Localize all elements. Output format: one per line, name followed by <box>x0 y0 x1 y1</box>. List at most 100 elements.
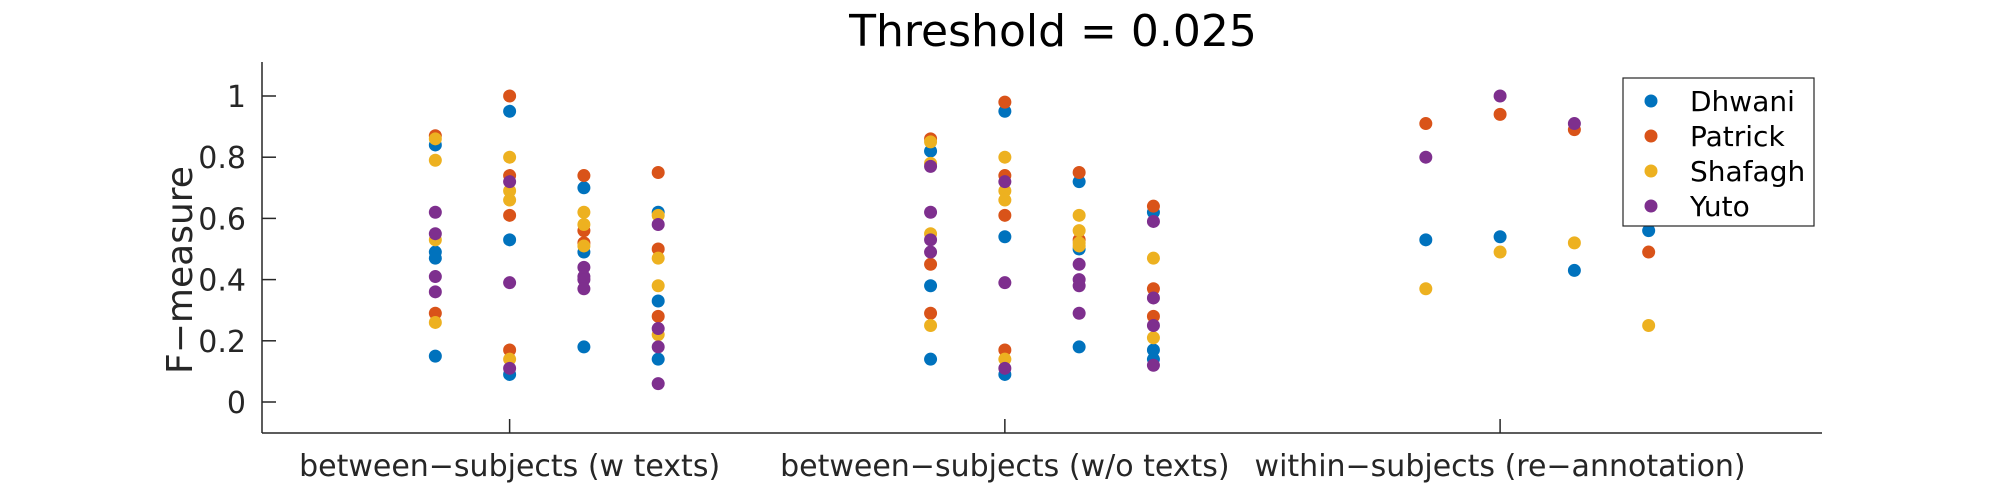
data-point <box>651 377 665 391</box>
data-point <box>1419 117 1433 131</box>
data-point <box>1419 282 1433 296</box>
data-point <box>428 251 442 265</box>
data-points <box>428 89 1656 391</box>
data-point <box>1419 150 1433 164</box>
data-point <box>924 233 938 247</box>
data-point <box>1146 343 1160 357</box>
data-point <box>651 218 665 232</box>
data-point <box>428 205 442 219</box>
data-point <box>503 150 517 164</box>
data-point <box>1146 199 1160 213</box>
data-point <box>1642 319 1656 332</box>
y-tick-label: 0.8 <box>198 141 246 176</box>
data-point <box>651 294 665 308</box>
data-point <box>577 205 591 219</box>
series-dhwani <box>428 104 1656 381</box>
data-point <box>998 343 1012 357</box>
data-point <box>1072 257 1086 271</box>
data-point <box>1072 340 1086 354</box>
x-tick-label: between−subjects (w texts) <box>299 449 720 484</box>
data-point <box>651 322 665 336</box>
y-tick-label: 1 <box>227 80 246 115</box>
data-point <box>1493 245 1507 259</box>
data-point <box>1642 245 1656 259</box>
data-point <box>577 218 591 232</box>
data-point <box>924 279 938 293</box>
data-point <box>998 150 1012 164</box>
axes <box>261 62 1822 434</box>
data-point <box>1072 208 1086 222</box>
data-point <box>924 257 938 271</box>
data-point <box>1567 117 1581 131</box>
data-point <box>503 175 517 189</box>
data-point <box>1146 214 1160 228</box>
data-point <box>428 315 442 329</box>
data-point <box>924 352 938 366</box>
data-point <box>998 208 1012 222</box>
data-point <box>998 175 1012 189</box>
data-point <box>924 319 938 332</box>
data-point <box>577 282 591 296</box>
legend-label: Yuto <box>1689 190 1750 223</box>
data-point <box>428 285 442 299</box>
y-tick-label: 0 <box>227 386 246 421</box>
data-point <box>998 193 1012 207</box>
x-tick-label: within−subjects (re−annotation) <box>1255 449 1746 484</box>
data-point <box>428 306 442 320</box>
data-point <box>1493 89 1507 103</box>
data-point <box>577 273 591 287</box>
data-point <box>1146 319 1160 332</box>
data-point <box>1567 236 1581 250</box>
data-point <box>924 135 938 149</box>
data-point <box>1146 358 1160 372</box>
legend-label: Shafagh <box>1690 155 1805 188</box>
x-tick-label: between−subjects (w/o texts) <box>780 449 1230 484</box>
data-point <box>503 343 517 357</box>
data-point <box>924 144 938 158</box>
data-point <box>428 132 442 146</box>
data-point <box>1072 175 1086 189</box>
data-point <box>1072 166 1086 179</box>
x-ticks: between−subjects (w texts) between−subjec… <box>299 419 1746 484</box>
series-yuto <box>428 89 1656 391</box>
data-point <box>1642 224 1656 238</box>
data-point <box>651 251 665 265</box>
data-point <box>998 230 1012 244</box>
data-point <box>924 159 938 173</box>
data-point <box>1419 233 1433 247</box>
data-point <box>651 166 665 179</box>
data-point <box>1072 306 1086 320</box>
data-point <box>924 205 938 219</box>
data-point <box>651 208 665 222</box>
data-point <box>998 184 1012 198</box>
data-point <box>924 245 938 259</box>
legend-label: Dhwani <box>1690 85 1795 118</box>
data-point <box>998 276 1012 290</box>
data-point <box>1072 279 1086 293</box>
y-tick-label: 0.2 <box>198 325 246 360</box>
data-point <box>428 153 442 167</box>
data-point <box>428 227 442 241</box>
data-point <box>428 349 442 363</box>
data-point <box>651 279 665 293</box>
data-point <box>1146 291 1160 305</box>
legend-marker <box>1644 94 1658 108</box>
y-tick-label: 0.6 <box>198 202 246 237</box>
data-point <box>577 169 591 183</box>
data-point <box>577 260 591 274</box>
data-point <box>503 104 517 118</box>
y-axis-label: F−measure <box>160 166 201 374</box>
data-point <box>998 352 1012 366</box>
data-point <box>998 95 1012 109</box>
legend-marker <box>1644 164 1658 178</box>
data-point <box>998 104 1012 118</box>
y-ticks: 0 0.2 0.4 0.6 0.8 1 <box>198 80 276 421</box>
y-tick-label: 0.4 <box>198 264 246 299</box>
legend-label: Patrick <box>1690 120 1785 153</box>
legend-marker <box>1644 199 1658 213</box>
data-point <box>998 361 1012 375</box>
data-point <box>1146 251 1160 265</box>
data-point <box>651 340 665 354</box>
data-point <box>651 242 665 256</box>
